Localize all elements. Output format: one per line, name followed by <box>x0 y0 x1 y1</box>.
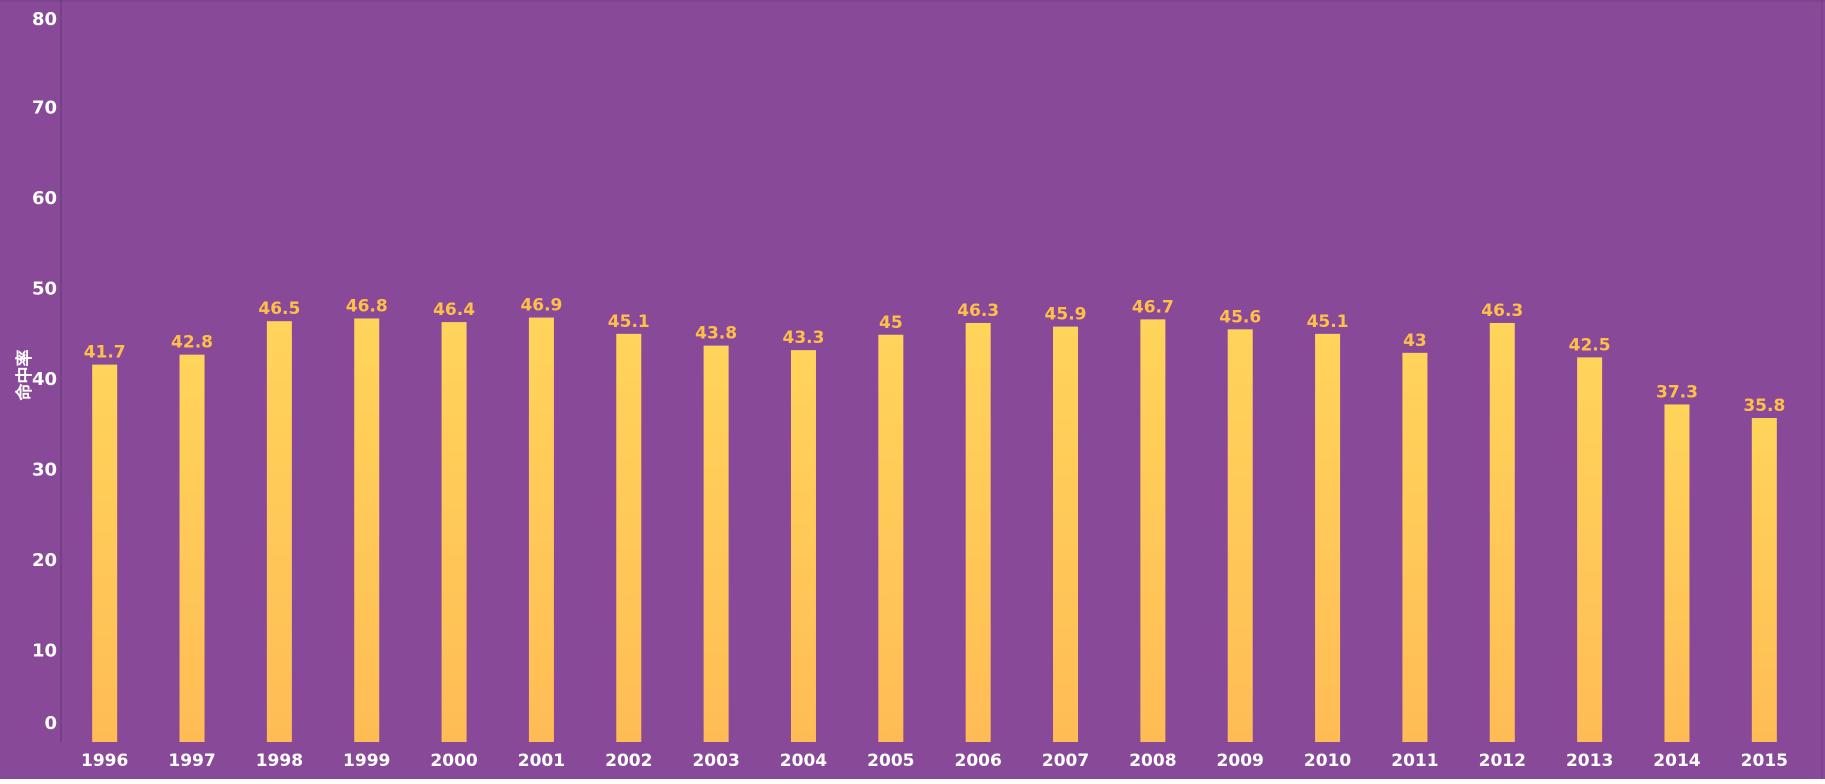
bar-value-label: 42.5 <box>1569 335 1611 355</box>
y-tick-label: 50 <box>32 279 57 300</box>
x-tick-label: 2004 <box>780 751 827 771</box>
bar <box>354 318 380 742</box>
y-tick-label: 30 <box>32 460 57 481</box>
bar-value-label: 41.7 <box>84 343 126 363</box>
bar <box>1402 352 1428 742</box>
x-tick-label: 2013 <box>1566 751 1613 771</box>
bar <box>92 364 118 742</box>
bar <box>1140 319 1166 742</box>
x-tick-label: 2010 <box>1304 751 1351 771</box>
y-tick-label: 10 <box>32 641 57 662</box>
x-tick-label: 1996 <box>81 751 128 771</box>
bar <box>703 345 729 742</box>
bar-value-label: 42.8 <box>171 333 213 353</box>
bar <box>179 354 205 742</box>
x-tick-label: 2009 <box>1217 751 1264 771</box>
bar-value-label: 43.3 <box>782 328 824 348</box>
y-tick-label: 0 <box>44 713 57 734</box>
x-tick-label: 1997 <box>168 751 215 771</box>
x-tick-label: 2000 <box>430 751 477 771</box>
y-axis-title: 命中率 <box>14 350 35 402</box>
bar-value-label: 35.8 <box>1743 396 1785 416</box>
bar <box>790 350 816 742</box>
bar-value-label: 45 <box>879 313 903 333</box>
bar-value-label: 37.3 <box>1656 382 1698 402</box>
bar <box>1751 418 1777 742</box>
bar-value-label: 46.4 <box>433 300 475 320</box>
bar <box>1053 326 1079 742</box>
x-tick-label: 2015 <box>1741 751 1788 771</box>
y-tick-label: 60 <box>32 188 57 209</box>
x-tick-label: 2002 <box>605 751 652 771</box>
x-tick-label: 2007 <box>1042 751 1089 771</box>
bar <box>1315 333 1341 742</box>
y-tick-label: 20 <box>32 550 57 571</box>
bar-value-label: 46.8 <box>346 296 388 316</box>
bar-value-label: 43.8 <box>695 324 737 344</box>
bar <box>1227 329 1253 742</box>
bar <box>1489 322 1515 742</box>
x-tick-label: 2008 <box>1129 751 1176 771</box>
bar <box>528 317 554 742</box>
x-tick-label: 2006 <box>955 751 1002 771</box>
bar <box>441 322 467 742</box>
x-tick-label: 2012 <box>1479 751 1526 771</box>
bar-value-label: 46.9 <box>520 296 562 316</box>
bar-value-label: 45.6 <box>1219 307 1261 327</box>
bar-value-label: 46.5 <box>258 299 300 319</box>
bar-value-label: 45.1 <box>608 312 650 332</box>
x-tick-label: 2005 <box>867 751 914 771</box>
x-tick-label: 1998 <box>256 751 303 771</box>
bar <box>1664 404 1690 742</box>
bar <box>616 333 642 742</box>
bar <box>878 334 904 742</box>
bar-value-label: 43 <box>1403 331 1427 351</box>
x-tick-label: 2001 <box>518 751 565 771</box>
bar-value-label: 46.3 <box>957 301 999 321</box>
x-tick-label: 2014 <box>1653 751 1700 771</box>
y-tick-label: 40 <box>32 369 57 390</box>
x-tick-label: 1999 <box>343 751 390 771</box>
x-tick-label: 2011 <box>1391 751 1438 771</box>
bar <box>965 322 991 742</box>
y-tick-label: 80 <box>32 9 57 30</box>
y-tick-label: 70 <box>32 98 57 119</box>
bar-value-label: 45.1 <box>1307 312 1349 332</box>
x-tick-label: 2003 <box>692 751 739 771</box>
bar-value-label: 46.3 <box>1481 301 1523 321</box>
bar-value-label: 45.9 <box>1045 305 1087 325</box>
bar-value-label: 46.7 <box>1132 297 1174 317</box>
bar <box>266 321 292 742</box>
bar <box>1577 357 1603 742</box>
